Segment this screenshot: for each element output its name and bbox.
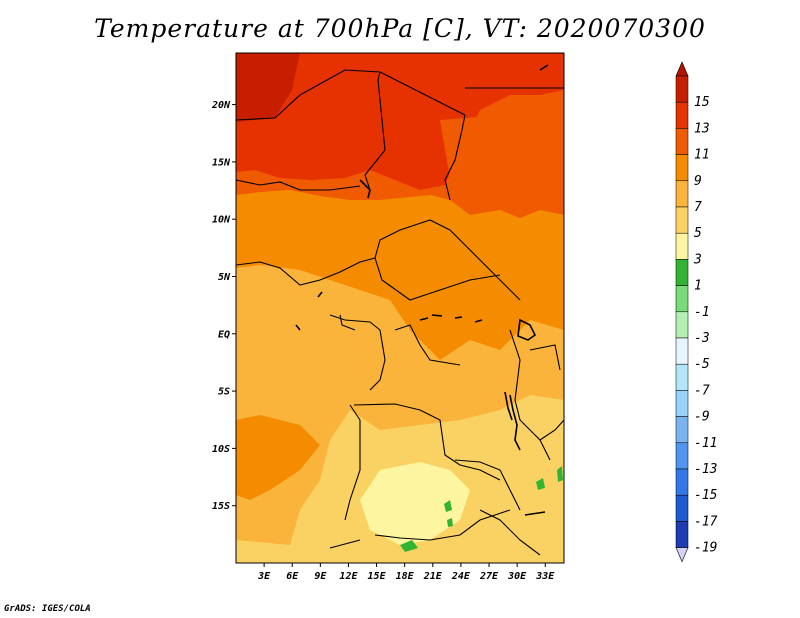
lon-tick-label: 12E bbox=[339, 571, 358, 582]
colorbar-swatch bbox=[675, 101, 689, 129]
lon-tick-label: 15E bbox=[368, 571, 387, 582]
map-frame bbox=[235, 52, 565, 564]
colorbar-swatch bbox=[675, 390, 689, 417]
grads-credit: GrADS: IGES/COLA bbox=[4, 604, 91, 614]
colorbar-label: -19 bbox=[694, 541, 717, 556]
colorbar-swatch bbox=[675, 494, 689, 522]
lon-tick-label: 24E bbox=[451, 571, 471, 582]
field-patch-1b bbox=[444, 500, 452, 512]
lon-tick-label: 30E bbox=[507, 571, 527, 582]
colorbar-swatch bbox=[675, 259, 689, 286]
colorbar-swatch bbox=[675, 180, 689, 208]
lat-tick-label: 15S bbox=[212, 501, 230, 512]
lat-tick-label: 5S bbox=[218, 387, 230, 398]
colorbar: 15 13 11 9 7 5 3 1 -1 -3 -5 -7 -9 -11 -13 -15 -17 -19 bbox=[675, 61, 718, 563]
lat-tick-label: 5N bbox=[218, 272, 231, 283]
colorbar-swatch bbox=[675, 311, 689, 339]
longitude-axis: 3E 6E 9E 12E 15E 18E 21E 24E 27E 30E 33E bbox=[257, 563, 555, 582]
field-patch-1d bbox=[447, 518, 453, 527]
colorbar-label: 13 bbox=[694, 121, 710, 136]
colorbar-label: -1 bbox=[694, 305, 710, 320]
field-patch-1a bbox=[400, 540, 418, 552]
temperature-field bbox=[236, 53, 564, 563]
latitude-axis: 20N 15N 10N 5N EQ 5S 10S 15S bbox=[211, 100, 236, 512]
colorbar-swatch bbox=[675, 206, 689, 234]
colorbar-label: 9 bbox=[694, 174, 702, 189]
colorbar-label: -17 bbox=[694, 514, 718, 529]
colorbar-swatch bbox=[675, 128, 689, 155]
lon-tick-label: 27E bbox=[479, 571, 499, 582]
field-patch-1c bbox=[536, 478, 545, 490]
field-band-13 bbox=[236, 53, 564, 190]
lat-tick-label: 15N bbox=[212, 157, 231, 168]
lat-tick-label: EQ bbox=[218, 329, 230, 340]
lat-tick-label: 10S bbox=[212, 444, 230, 455]
lon-tick-label: 3E bbox=[257, 571, 271, 582]
lon-tick-label: 6E bbox=[286, 571, 299, 582]
colorbar-label: -3 bbox=[694, 331, 710, 346]
colorbar-label: -11 bbox=[694, 436, 717, 451]
lon-tick-label: 18E bbox=[396, 571, 415, 582]
colorbar-label: 5 bbox=[694, 226, 702, 241]
colorbar-bottom-arrow bbox=[675, 547, 689, 563]
lat-tick-label: 10N bbox=[212, 215, 231, 226]
colorbar-label: -9 bbox=[694, 410, 710, 425]
colorbar-label: -13 bbox=[694, 462, 717, 477]
lon-tick-label: 21E bbox=[423, 571, 443, 582]
field-patch-9-sw bbox=[236, 415, 320, 500]
lon-tick-label: 33E bbox=[535, 571, 555, 582]
field-band-11-east bbox=[440, 110, 564, 210]
field-band-3 bbox=[360, 462, 470, 545]
lon-tick-label: 9E bbox=[314, 571, 327, 582]
colorbar-swatch bbox=[675, 468, 689, 496]
colorbar-label: 11 bbox=[694, 148, 710, 163]
colorbar-swatch bbox=[675, 416, 689, 444]
colorbar-label: 3 bbox=[693, 252, 702, 267]
lat-tick-label: 20N bbox=[211, 100, 231, 111]
colorbar-swatch bbox=[675, 232, 689, 260]
colorbar-label: -7 bbox=[694, 383, 710, 398]
colorbar-swatch bbox=[675, 285, 689, 313]
country-borders bbox=[236, 69, 564, 556]
colorbar-swatch bbox=[675, 154, 689, 182]
colorbar-label: 7 bbox=[694, 200, 702, 215]
field-patch-1e bbox=[557, 466, 563, 482]
colorbar-label: -15 bbox=[694, 488, 718, 503]
colorbar-label: -5 bbox=[694, 357, 710, 372]
colorbar-swatch bbox=[675, 363, 689, 391]
colorbar-label: 1 bbox=[694, 279, 702, 294]
colorbar-top-arrow bbox=[675, 61, 689, 77]
chart-title: Temperature at 700hPa [C], VT: 202007030… bbox=[94, 14, 706, 43]
colorbar-swatch bbox=[675, 75, 689, 103]
colorbar-label: 15 bbox=[694, 95, 710, 110]
field-band-15 bbox=[236, 53, 300, 122]
colorbar-swatch bbox=[675, 442, 689, 470]
lakes-and-islands bbox=[295, 64, 549, 516]
colorbar-swatch bbox=[675, 337, 689, 365]
